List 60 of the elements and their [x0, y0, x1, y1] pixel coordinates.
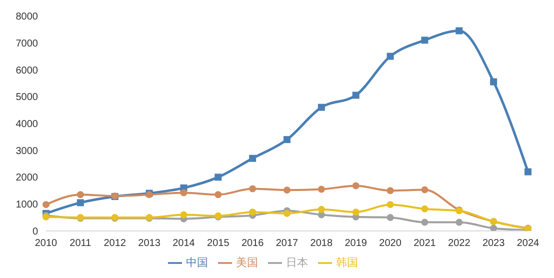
point — [352, 208, 360, 216]
x-tick-label: 2013 — [138, 238, 161, 250]
x-tick-label: 2024 — [516, 238, 540, 250]
point — [421, 205, 428, 212]
point — [386, 52, 394, 60]
point — [214, 174, 222, 181]
point — [490, 224, 498, 231]
point — [318, 186, 325, 193]
point — [421, 218, 428, 226]
x-tick-label: 2021 — [414, 238, 436, 250]
x-tick-label: 2022 — [448, 238, 471, 250]
point — [284, 186, 290, 194]
point — [249, 154, 256, 162]
x-tick-label: 2017 — [276, 238, 299, 250]
x-tick-label: 2010 — [34, 238, 58, 250]
legend-label: 中国 — [186, 256, 208, 269]
y-tick-label: 0 — [32, 226, 38, 238]
x-tick-label: 2015 — [207, 238, 230, 250]
point — [249, 185, 256, 192]
y-tick-label: 7000 — [16, 38, 38, 50]
point — [214, 191, 222, 198]
point — [421, 36, 428, 44]
x-tick-label: 2012 — [104, 238, 126, 250]
x-tick-label: 2011 — [70, 238, 92, 250]
point — [284, 136, 290, 144]
x-tick-label: 2023 — [482, 238, 506, 250]
point — [180, 189, 188, 196]
y-tick-label: 3000 — [16, 146, 38, 157]
point — [386, 214, 394, 221]
point — [180, 211, 188, 218]
legend-label: 韩国 — [336, 256, 358, 269]
legend-label: 日本 — [286, 256, 308, 269]
x-tick-label: 2019 — [344, 238, 368, 250]
point — [76, 191, 84, 198]
point — [456, 218, 463, 226]
y-tick-label: 2000 — [16, 172, 38, 184]
point — [490, 78, 498, 86]
point — [386, 201, 394, 208]
point — [318, 206, 325, 213]
point — [76, 199, 84, 206]
x-tick-label: 2020 — [379, 238, 402, 250]
y-tick-label: 6000 — [16, 65, 38, 76]
y-tick-label: 8000 — [16, 12, 38, 23]
point — [456, 27, 463, 34]
x-tick-label: 2014 — [172, 238, 196, 250]
point — [421, 186, 428, 194]
x-tick-label: 2016 — [241, 238, 264, 250]
point — [386, 187, 394, 194]
y-tick-label: 5000 — [16, 92, 38, 104]
legend-label: 美国 — [236, 256, 258, 269]
point — [42, 201, 50, 208]
point — [352, 182, 360, 190]
x-tick-label: 2018 — [310, 238, 333, 250]
point — [249, 208, 256, 216]
point — [352, 92, 360, 99]
point — [318, 104, 325, 111]
y-tick-label: 1000 — [16, 200, 38, 211]
point — [284, 210, 290, 217]
y-tick-label: 4000 — [16, 119, 38, 130]
point — [524, 168, 532, 176]
